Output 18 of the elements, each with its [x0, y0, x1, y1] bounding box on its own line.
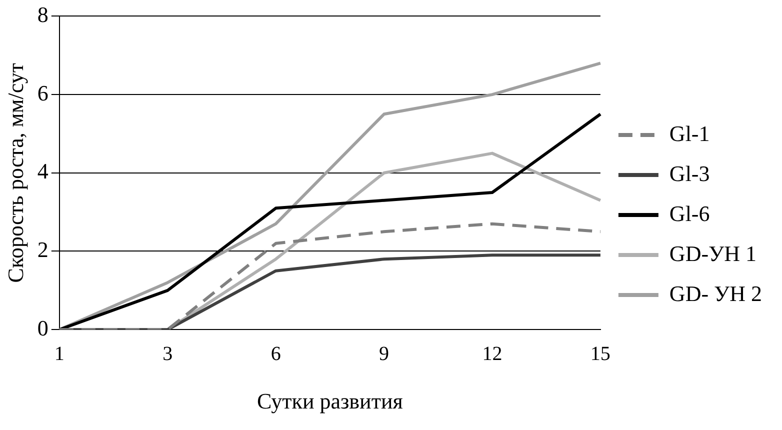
y-axis-title: Скорость роста, мм/сут — [2, 62, 28, 283]
x-tick-label: 9 — [379, 342, 390, 365]
x-tick-label: 12 — [482, 342, 502, 365]
y-tick-label: 0 — [37, 315, 48, 340]
y-tick-label: 2 — [37, 237, 48, 262]
legend-label: GD- УН 2 — [669, 280, 762, 306]
legend-label: GD-УН 1 — [669, 240, 757, 266]
legend-label: Gl-1 — [669, 120, 710, 146]
x-tick-label: 1 — [54, 342, 64, 365]
y-tick-label: 6 — [37, 80, 48, 106]
legend-label: Gl-6 — [669, 200, 710, 226]
y-tick-label: 8 — [37, 2, 48, 27]
x-tick-label: 15 — [590, 342, 610, 365]
legend-label: Gl-3 — [669, 160, 710, 186]
x-axis-title: Сутки развития — [257, 388, 403, 414]
x-tick-label: 6 — [270, 342, 281, 365]
x-tick-label: 3 — [162, 342, 173, 365]
y-tick-label: 4 — [37, 158, 48, 184]
